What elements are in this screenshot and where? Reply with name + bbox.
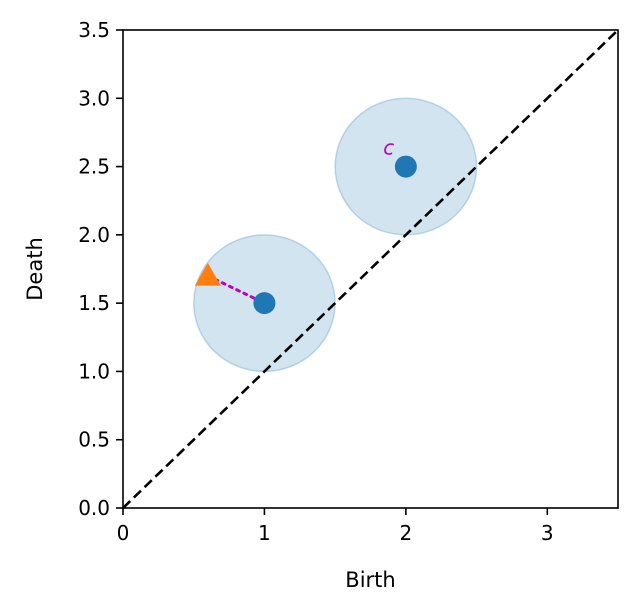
y-tick-label-7: 3.5 xyxy=(78,18,110,42)
axes-frame xyxy=(122,29,619,509)
plot-area: c xyxy=(123,30,618,508)
data-point-2 xyxy=(394,155,417,178)
x-tick-label-3: 3 xyxy=(541,521,554,545)
x-tick-label-2: 2 xyxy=(399,521,412,545)
y-tick-label-4: 2.0 xyxy=(78,223,110,247)
x-axis-title: Birth xyxy=(345,568,395,592)
y-axis-title: Death xyxy=(23,237,47,301)
triangle-point xyxy=(194,262,221,286)
x-tick-label-1: 1 xyxy=(258,521,271,545)
data-point-1 xyxy=(253,292,276,315)
y-tick-label-1: 0.5 xyxy=(78,428,110,452)
diagonal-line xyxy=(123,30,618,508)
annotation-label-1: c xyxy=(383,135,394,159)
y-tick-label-6: 3.0 xyxy=(78,86,110,110)
y-tick-label-3: 1.5 xyxy=(78,291,110,315)
y-tick-label-2: 1.0 xyxy=(78,359,110,383)
plot-layer: c 0 1 2 3 0.0 0.5 1.0 1.5 2.0 2.5 3.0 3.5 Birth Death xyxy=(23,18,619,592)
x-tick-label-0: 0 xyxy=(117,521,130,545)
y-tick-label-5: 2.5 xyxy=(78,155,110,179)
y-tick-label-0: 0.0 xyxy=(78,496,110,520)
